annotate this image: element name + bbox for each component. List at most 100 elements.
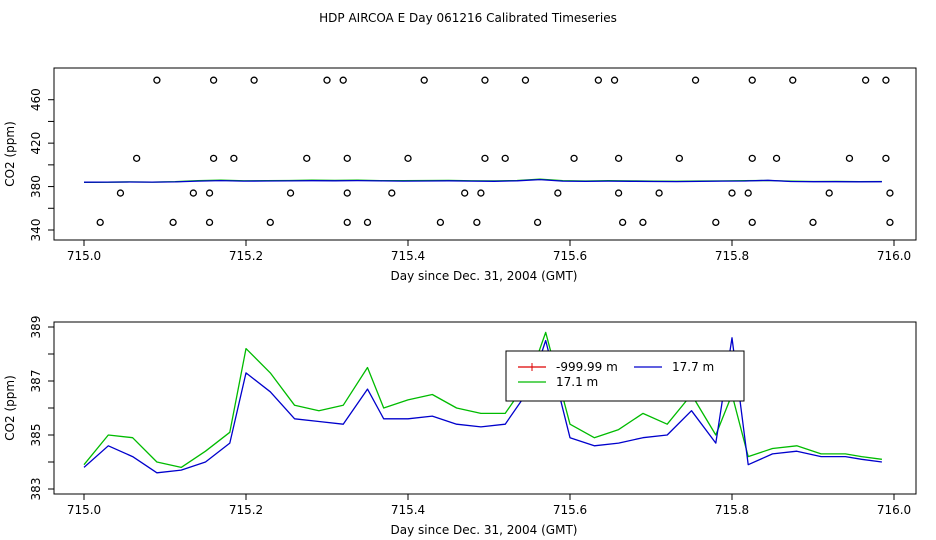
bottom-series-line-0 [83, 331, 882, 469]
bottom-x-tick-label: 716.0 [877, 503, 911, 517]
scatter-point [882, 154, 890, 162]
scatter-point [748, 76, 756, 84]
scatter-point [614, 189, 623, 197]
scatter-point [477, 189, 485, 197]
top-x-tick-label: 715.2 [229, 249, 263, 263]
bottom-y-tick-label: 387 [29, 370, 43, 393]
top-marks [83, 76, 894, 227]
bottom-panel: 715.0 715.2 715.4 715.6 715.8 716.0 383 385 387… [3, 316, 917, 537]
scatter-point [809, 218, 817, 227]
legend-label-blue: 17.7 m [672, 360, 714, 374]
scatter-point [570, 154, 578, 162]
top-y-axis-label: CO2 (ppm) [3, 121, 17, 187]
scatter-point [388, 189, 396, 197]
bottom-x-axis: 715.0 715.2 715.4 715.6 715.8 716.0 [67, 494, 911, 517]
scatter-point [748, 154, 756, 162]
bottom-y-tick-label: 389 [29, 316, 43, 339]
bottom-x-tick-label: 715.6 [553, 503, 587, 517]
scatter-point [343, 218, 351, 227]
scatter-point [343, 154, 351, 162]
scatter-point [481, 154, 489, 162]
scatter-point [116, 189, 125, 197]
legend-label-red: -999.99 m [556, 360, 618, 374]
scatter-point [886, 189, 894, 197]
scatter-point [614, 154, 623, 162]
scatter-point [404, 154, 412, 162]
scatter-point [712, 218, 720, 227]
bottom-x-tick-label: 715.4 [391, 503, 425, 517]
scatter-point [845, 154, 854, 162]
scatter-point [639, 218, 647, 227]
scatter-point [209, 76, 218, 84]
scatter-point [339, 76, 347, 84]
scatter-point [189, 189, 198, 197]
top-plot-frame [53, 67, 917, 241]
scatter-point [230, 154, 238, 162]
legend-label-green: 17.1 m [556, 375, 598, 389]
scatter-point [744, 189, 752, 197]
top-x-tick-label: 716.0 [877, 249, 911, 263]
top-x-tick-label: 715.0 [67, 249, 101, 263]
scatter-point [420, 76, 428, 84]
top-series-line-1 [83, 178, 882, 183]
scatter-point [461, 189, 469, 197]
scatter-point [619, 218, 627, 227]
scatter-point [205, 189, 214, 197]
scatter-point [266, 218, 274, 227]
scatter-point [96, 218, 104, 227]
scatter-point [250, 76, 258, 84]
scatter-point [132, 154, 141, 162]
bottom-y-tick-label: 383 [29, 478, 43, 501]
bottom-series-line-1 [83, 337, 882, 474]
scatter-point [825, 189, 833, 197]
top-y-tick-label: 420 [29, 132, 43, 155]
scatter-point [862, 76, 870, 84]
top-panel: 715.0 715.2 715.4 715.6 715.8 716.0 340 380 420… [3, 67, 917, 283]
top-x-axis-label: Day since Dec. 31, 2004 (GMT) [391, 269, 578, 283]
bottom-x-tick-label: 715.2 [229, 503, 263, 517]
scatter-point [610, 76, 619, 84]
scatter-point [886, 218, 894, 227]
scatter-point [169, 218, 177, 227]
scatter-point [789, 76, 797, 84]
top-x-tick-label: 715.4 [391, 249, 425, 263]
scatter-point [205, 218, 214, 227]
top-y-tick-label: 380 [29, 175, 43, 198]
bottom-y-axis: 383 385 387 389 [29, 316, 54, 501]
scatter-point [473, 218, 481, 227]
scatter-point [363, 218, 372, 227]
bottom-y-axis-label: CO2 (ppm) [3, 375, 17, 441]
scatter-point [153, 76, 161, 84]
bottom-x-axis-label: Day since Dec. 31, 2004 (GMT) [391, 523, 578, 537]
bottom-x-tick-label: 715.0 [67, 503, 101, 517]
scatter-point [323, 76, 331, 84]
scatter-point [655, 189, 663, 197]
top-y-axis: 340 380 420 460 [29, 88, 54, 241]
top-x-tick-label: 715.6 [553, 249, 587, 263]
legend: -999.99 m 17.7 m 17.1 m [505, 350, 745, 402]
legend-box [505, 350, 745, 402]
bottom-y-tick-label: 385 [29, 424, 43, 447]
scatter-point [343, 189, 351, 197]
scatter-point [728, 189, 736, 197]
bottom-plot-frame [53, 321, 917, 495]
scatter-point [675, 154, 683, 162]
scatter-point [209, 154, 218, 162]
chart-title: HDP AIRCOA E Day 061216 Calibrated Times… [319, 11, 617, 25]
scatter-point [533, 218, 542, 227]
scatter-point [772, 154, 781, 162]
scatter-point [594, 76, 602, 84]
scatter-point [748, 218, 756, 227]
top-y-tick-label: 460 [29, 88, 43, 111]
top-y-tick-label: 340 [29, 219, 43, 242]
scatter-point [303, 154, 311, 162]
scatter-point [501, 154, 509, 162]
top-x-tick-label: 715.8 [715, 249, 749, 263]
scatter-point [554, 189, 562, 197]
bottom-x-tick-label: 715.8 [715, 503, 749, 517]
scatter-point [691, 76, 700, 84]
scatter-point [481, 76, 489, 84]
bottom-marks [83, 331, 882, 474]
scatter-point [436, 218, 445, 227]
